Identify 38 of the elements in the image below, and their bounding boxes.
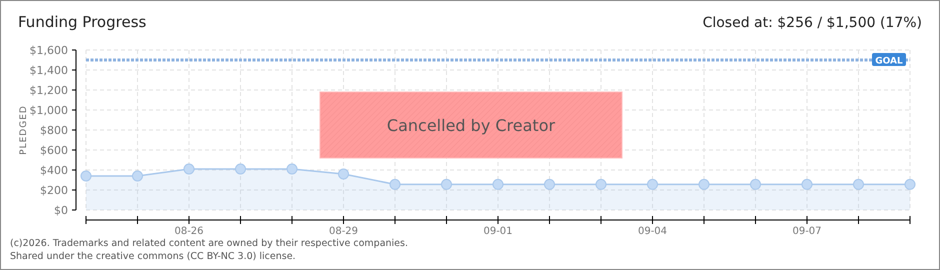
y-tick-label: $200 [40,184,68,197]
point [235,164,246,174]
ref-line-label: GOAL [875,56,904,66]
point [853,178,864,190]
x-tick-label: 09-04 [638,226,668,237]
y-tick-label: $400 [40,164,68,177]
point [750,178,761,190]
point [544,178,555,190]
chart-subtitle: Closed at: $256 / $1,500 (17%) [702,15,922,31]
y-tick-label: $1,000 [30,104,68,117]
y-tick-label: $1,200 [30,84,68,97]
point [802,178,812,190]
y-axis-title: PLEDGED [19,105,29,155]
point [904,178,916,190]
point [80,170,92,182]
point [492,178,504,190]
point [596,178,606,190]
text: Shared under the creative commons (CC BY-NC 3.0) license. [10,251,296,262]
y-tick-label: $1,400 [30,64,68,77]
point [286,164,298,174]
point [338,168,349,180]
chart-title: Funding Progress [18,13,147,31]
y-tick-label: $0 [54,204,68,217]
text: (c)2026. Trademarks and related content are owned by their respective companies. [10,238,408,249]
x-tick-label: 09-01 [483,226,513,237]
annotation: Cancelled by Creator [386,116,556,135]
y-tick-label: $800 [40,124,68,137]
point [390,178,400,190]
point [184,164,194,174]
x-tick-label: 08-29 [328,226,358,237]
x-tick-label: 09-07 [792,226,822,237]
point [132,170,143,182]
point [441,178,452,190]
point [647,178,658,190]
y-tick-label: $1,600 [30,44,68,57]
point [698,178,710,190]
y-tick-label: $600 [40,144,68,157]
x-tick-label: 08-26 [174,226,204,237]
